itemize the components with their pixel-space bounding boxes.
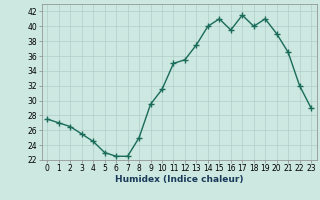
X-axis label: Humidex (Indice chaleur): Humidex (Indice chaleur) xyxy=(115,175,244,184)
